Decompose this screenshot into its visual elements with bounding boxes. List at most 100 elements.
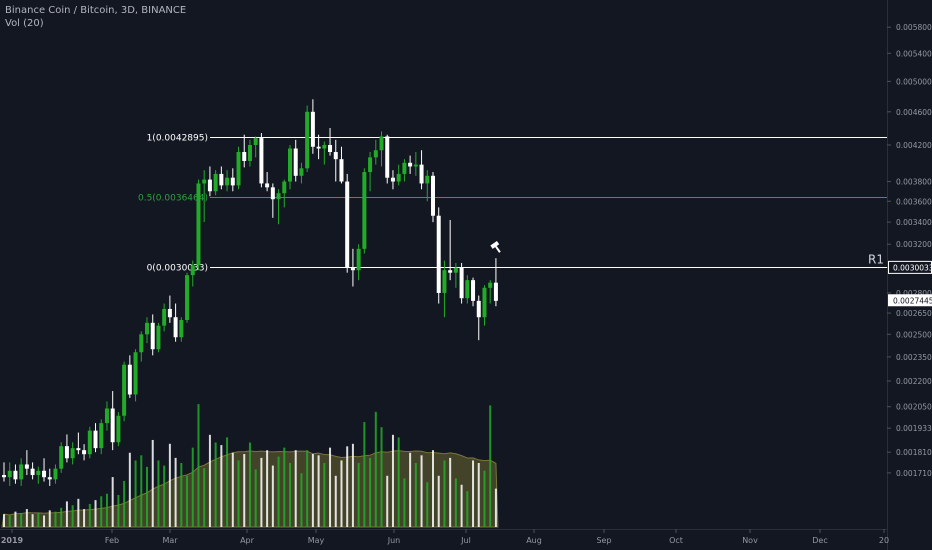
time-tick: Aug: [526, 529, 542, 545]
volume-bar: [37, 512, 40, 527]
candle: [288, 145, 292, 190]
candle-body: [93, 430, 98, 449]
candle-body: [179, 320, 184, 338]
volume-indicator-label[interactable]: Vol (20): [5, 18, 44, 29]
candle-body: [373, 150, 378, 158]
candle: [270, 183, 275, 218]
time-tick-label: Feb: [105, 536, 119, 545]
candle-body: [7, 470, 12, 478]
candle: [59, 442, 64, 473]
time-axis[interactable]: 2019 Feb Mar Apr May Jun Jul Aug Sep Oct Nov Dec 20: [1, 529, 889, 545]
volume-bar: [260, 457, 263, 527]
candle: [82, 444, 87, 461]
fib-label: 1(0.0042895): [147, 134, 208, 144]
fib-label: 0(0.0030033): [147, 264, 208, 274]
volume-bar: [14, 511, 17, 527]
volume-bar: [237, 460, 240, 527]
volume-bar: [43, 515, 46, 527]
volume-bar: [186, 475, 189, 527]
volume-bar: [483, 470, 486, 527]
volume-bar: [174, 457, 177, 527]
time-tick: Dec: [812, 529, 828, 545]
volume-bar: [94, 500, 97, 527]
volume-bar: [111, 477, 114, 527]
fib-label: 0.5(0.0036464): [138, 194, 208, 204]
candle: [213, 170, 218, 196]
price-label-text: 0.0030033: [893, 263, 932, 272]
candle: [202, 170, 207, 223]
candle: [265, 172, 270, 192]
candle: [93, 423, 98, 453]
candle-body: [70, 448, 75, 459]
candle-body: [339, 159, 344, 182]
candle: [53, 464, 58, 484]
candle-body: [425, 175, 430, 184]
volume-bar: [397, 437, 400, 527]
candle: [379, 131, 384, 167]
candle-body: [213, 173, 218, 192]
candle-body: [413, 164, 418, 167]
volume-bars: [3, 404, 497, 527]
volume-bar: [157, 460, 160, 527]
volume-bar: [77, 498, 80, 527]
candle: [436, 207, 441, 304]
candle-body: [259, 138, 264, 184]
candle-body: [13, 470, 18, 480]
volume-bar: [31, 514, 34, 527]
candle: [471, 277, 476, 307]
time-tick: Sep: [596, 529, 612, 545]
time-tick-label: May: [308, 536, 325, 545]
symbol-title[interactable]: Binance Coin / Bitcoin, 3D, BINANCE: [5, 5, 187, 16]
marker-head: [490, 240, 500, 249]
volume-bar: [466, 491, 469, 527]
price-label: 0.0027445: [888, 294, 932, 307]
volume-bar: [449, 457, 452, 527]
time-tick: Jun: [387, 529, 400, 545]
volume-bar: [340, 460, 343, 527]
candle-body: [390, 177, 395, 182]
candle: [196, 179, 201, 271]
candle: [122, 361, 127, 422]
volume-bar: [243, 454, 246, 527]
time-tick-label: Oct: [669, 536, 683, 545]
volume-bar: [311, 454, 314, 527]
volume-bar: [317, 455, 320, 527]
candle-body: [253, 138, 258, 145]
candle: [425, 170, 430, 202]
candle: [36, 466, 41, 484]
candle: [24, 450, 29, 476]
candle: [167, 295, 172, 323]
candle-body: [185, 275, 190, 320]
candle: [47, 468, 52, 486]
time-tick: May: [308, 529, 325, 545]
candle: [476, 295, 481, 341]
time-tick-label: Jul: [460, 536, 471, 545]
fibonacci-levels[interactable]: 1(0.0042895) 0.5(0.0036464) 0(0.0030033) R1: [138, 134, 887, 274]
candle-body: [30, 468, 35, 476]
volume-bar: [477, 463, 480, 527]
candle-body: [162, 308, 167, 326]
time-tick-label: Sep: [596, 536, 611, 545]
chart-legend: Binance Coin / Bitcoin, 3D, BINANCE Vol …: [5, 4, 186, 30]
time-tick: Jul: [460, 529, 471, 545]
volume-bar: [71, 505, 74, 527]
candle-body: [350, 267, 355, 271]
candle: [328, 128, 333, 156]
candle-body: [333, 152, 338, 160]
candle: [316, 134, 321, 160]
